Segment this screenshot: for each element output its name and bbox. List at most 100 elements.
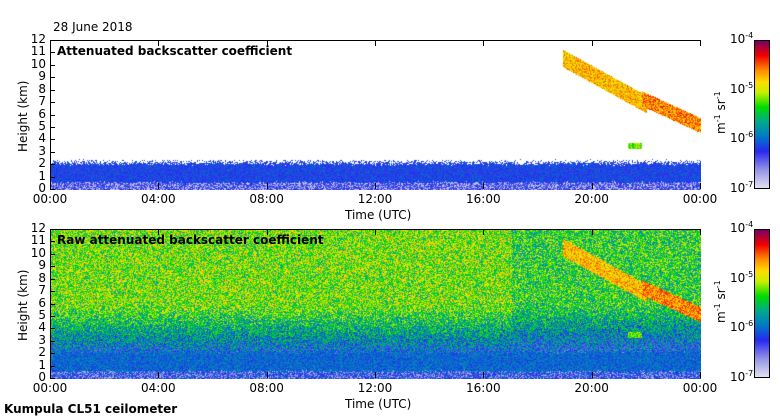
x-tick-label: 08:00 <box>249 381 284 395</box>
y-tick <box>50 253 55 255</box>
x-tick <box>700 229 701 235</box>
colorbar-tick-label: 10-7 <box>730 180 753 195</box>
tick-base: 10 <box>730 81 746 96</box>
y-tick-label: 11 <box>30 233 46 248</box>
x-tick-label: 00:00 <box>32 192 68 206</box>
y-tick <box>50 189 55 190</box>
y-tick-label: 5 <box>38 118 46 133</box>
tick-base: 10 <box>730 32 746 46</box>
unit-part: sr <box>714 99 728 111</box>
y-tick <box>50 64 55 66</box>
y-tick <box>50 365 55 367</box>
y-axis-label: Height (km) <box>16 269 30 341</box>
y-tick <box>50 266 55 268</box>
y-tick-label: 6 <box>38 106 46 121</box>
panel-title: Raw attenuated backscatter coefficient <box>57 233 324 247</box>
tick-exponent: -5 <box>745 269 754 279</box>
y-tick <box>50 241 55 243</box>
date-label: 28 June 2018 <box>53 20 133 34</box>
x-tick <box>50 229 51 235</box>
tick-exponent: -7 <box>745 180 754 189</box>
y-tick-label: 2 <box>38 156 46 171</box>
colorbar <box>754 40 770 189</box>
x-tick <box>591 183 593 189</box>
y-tick <box>50 40 55 41</box>
x-tick <box>700 372 701 378</box>
x-tick <box>483 40 485 46</box>
y-tick-label: 1 <box>38 357 46 372</box>
y-tick <box>50 303 55 305</box>
x-tick <box>591 229 593 235</box>
x-tick-label: 20:00 <box>574 381 609 395</box>
y-tick <box>50 164 55 166</box>
tick-exponent: -4 <box>745 220 754 229</box>
x-tick <box>158 183 160 189</box>
plot-area-1: Attenuated backscatter coefficient <box>50 40 701 190</box>
x-tick <box>158 229 160 235</box>
x-tick <box>375 229 376 235</box>
y-axis-label: Height (km) <box>16 80 30 152</box>
colorbar-unit-label: m-1 sr-1 <box>713 91 728 134</box>
y-tick <box>50 89 55 91</box>
y-tick <box>50 291 55 293</box>
x-tick <box>700 40 701 46</box>
backscatter-heatmap <box>51 230 701 379</box>
y-tick <box>50 52 55 54</box>
tick-exponent: -6 <box>745 319 754 329</box>
x-tick <box>158 40 160 46</box>
unit-part: sr <box>714 288 728 300</box>
y-tick-label: 9 <box>38 258 46 273</box>
y-tick-label: 3 <box>38 332 46 347</box>
x-tick-label: 04:00 <box>141 192 176 206</box>
colorbar-tick-label: 10-7 <box>730 369 753 384</box>
y-tick-label: 0 <box>38 370 46 384</box>
unit-part: -1 <box>713 91 722 100</box>
x-axis-label: Time (UTC) <box>345 208 412 222</box>
y-tick <box>50 353 55 355</box>
x-tick-label: 00:00 <box>32 381 68 395</box>
y-tick-label: 6 <box>38 295 46 310</box>
y-tick <box>50 139 55 141</box>
y-tick-label: 4 <box>38 320 46 335</box>
x-tick <box>50 372 51 378</box>
instrument-label: Kumpula CL51 ceilometer <box>4 402 178 416</box>
plot-area-2: Raw attenuated backscatter coefficient <box>50 229 701 379</box>
y-tick-label: 11 <box>30 44 46 59</box>
tick-base: 10 <box>730 370 746 384</box>
tick-base: 10 <box>730 270 746 285</box>
y-tick-label: 1 <box>38 168 46 183</box>
colorbar-tick-label: 10-6 <box>730 319 753 334</box>
colorbar <box>754 229 770 378</box>
tick-exponent: -4 <box>745 31 754 40</box>
y-tick <box>50 114 55 116</box>
x-tick-label: 16:00 <box>466 192 501 206</box>
x-tick-label: 12:00 <box>357 381 393 395</box>
tick-base: 10 <box>730 131 746 146</box>
x-tick-label: 08:00 <box>249 192 284 206</box>
x-tick <box>483 229 485 235</box>
unit-part: m <box>714 122 728 134</box>
y-tick-label: 5 <box>38 307 46 322</box>
x-tick <box>375 183 376 189</box>
unit-part: m <box>714 311 728 323</box>
colorbar-tick-label: 10-5 <box>730 81 753 96</box>
y-tick-label: 0 <box>38 181 46 195</box>
colorbar-unit-label: m-1 sr-1 <box>713 280 728 323</box>
x-tick <box>483 372 485 378</box>
x-tick <box>483 183 485 189</box>
x-tick-label: 04:00 <box>141 381 176 395</box>
tick-base: 10 <box>730 181 746 195</box>
y-tick <box>50 176 55 178</box>
y-tick <box>50 102 55 104</box>
x-axis-label: Time (UTC) <box>345 397 412 411</box>
y-tick-label: 2 <box>38 345 46 360</box>
x-tick <box>375 40 376 46</box>
y-tick-label: 9 <box>38 69 46 84</box>
y-tick <box>50 229 55 230</box>
tick-exponent: -5 <box>745 80 754 90</box>
tick-exponent: -6 <box>745 130 754 140</box>
unit-part: -1 <box>713 303 722 312</box>
x-tick-label: 12:00 <box>357 192 393 206</box>
y-tick-label: 7 <box>38 283 46 298</box>
y-tick-label: 12 <box>30 221 46 235</box>
